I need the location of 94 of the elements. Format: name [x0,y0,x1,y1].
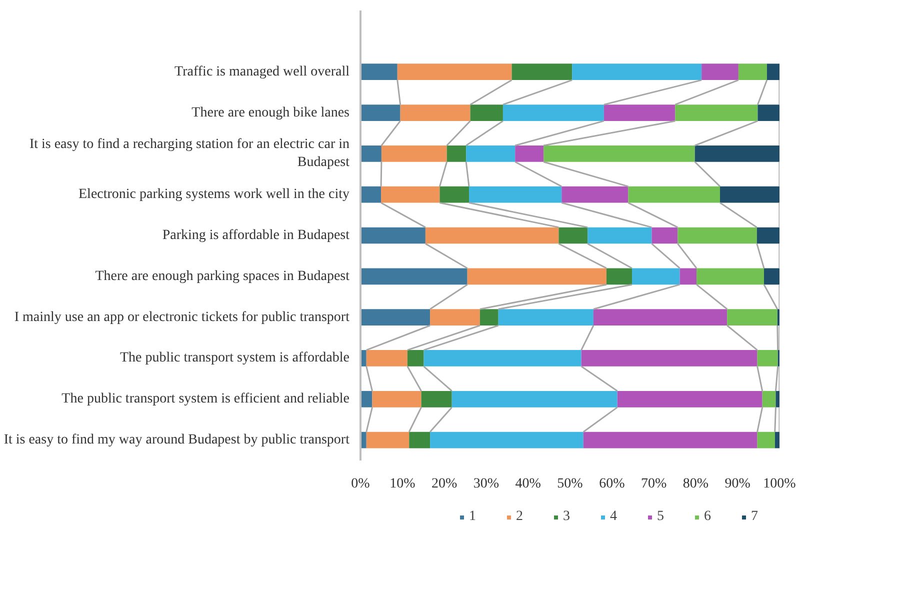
legend-label: 7 [751,508,759,524]
bar [702,64,738,80]
x-tick-label: 20% [431,476,458,492]
bar [360,104,400,121]
bar [628,186,720,203]
bar [366,432,410,448]
x-tick-label: 70% [640,476,667,492]
bar [400,104,470,121]
bar [776,390,780,408]
bar [604,104,676,121]
bar [720,186,780,203]
legend-label: 1 [469,508,477,524]
bar [652,227,678,244]
bar [675,104,758,121]
bar [617,390,762,408]
bar [360,309,430,326]
y-tick-label: There are enough bike lanes [192,105,350,120]
bar [762,390,776,408]
bar [512,64,572,80]
legend-label: 2 [516,508,524,524]
x-tick-label: 100% [763,476,796,492]
bar [558,227,588,244]
legend-label: 5 [657,508,665,524]
bar [696,268,764,285]
bar [360,227,426,244]
bar [757,432,775,448]
legend-label: 4 [610,508,618,524]
bar [469,186,562,203]
bar [430,309,480,326]
bar [409,432,430,448]
bar [425,227,559,244]
bar [694,146,780,162]
bar [757,350,778,366]
bar [581,350,758,366]
bar [397,64,512,80]
bar [606,268,632,285]
bar [758,104,780,121]
y-tick-label: Traffic is managed well overall [174,64,350,80]
bar [466,146,516,162]
bar [572,64,702,80]
bar [727,309,778,326]
y-tick-label: Parking is affordable in Budapest [162,228,350,243]
bar [360,186,382,203]
bar [515,146,544,162]
bar [381,146,447,162]
bar [498,309,594,326]
bar [440,186,470,203]
legend-label: 3 [563,508,571,524]
bar [430,432,584,448]
bar [756,227,780,244]
bar [366,350,408,366]
x-tick-label: 10% [390,476,416,492]
y-tick-label: The public transport system is affordable [120,350,350,366]
bar [360,64,398,80]
y-tick-label: I mainly use an app or electronic tickets for public transport [14,310,350,325]
bar [360,146,382,162]
bar [583,432,758,448]
bar [480,309,498,326]
bar [544,146,695,162]
bar [407,350,424,366]
x-tick-label: 0% [351,476,370,492]
bar [502,104,604,121]
x-tick-label: 50% [557,476,584,492]
bar [372,390,422,408]
bar [632,268,680,285]
y-tick-label: The public transport system is efficient and reliable [62,392,350,407]
y-tick-label: There are enough parking spaces in Budapest [95,268,350,284]
bar [381,186,440,203]
x-tick-label: 60% [599,476,626,492]
bar [467,268,606,285]
y-tick-label: Electronic parking systems work well in the city [78,187,350,202]
bar [678,227,757,244]
legend-label: 6 [704,508,712,524]
bar [360,390,372,408]
bar [424,350,582,366]
x-tick-label: 40% [515,476,542,492]
bar [452,390,618,408]
bar [470,104,503,121]
bar [774,432,780,448]
bar [593,309,728,326]
bar [766,64,780,80]
bar [421,390,452,408]
bar [764,268,780,285]
x-tick-label: 90% [724,476,751,492]
bar [588,227,652,244]
x-tick-label: 80% [682,476,709,492]
y-tick-label: It is easy to find a recharging station for an electric car in Budapest [29,137,350,170]
bar [562,186,628,203]
bar [680,268,697,285]
x-tick-label: 30% [473,476,500,492]
bar [738,64,767,80]
y-tick-label: It is easy to find my way around Budapest by public transport [4,432,350,448]
bar [446,146,466,162]
bar [360,268,468,285]
